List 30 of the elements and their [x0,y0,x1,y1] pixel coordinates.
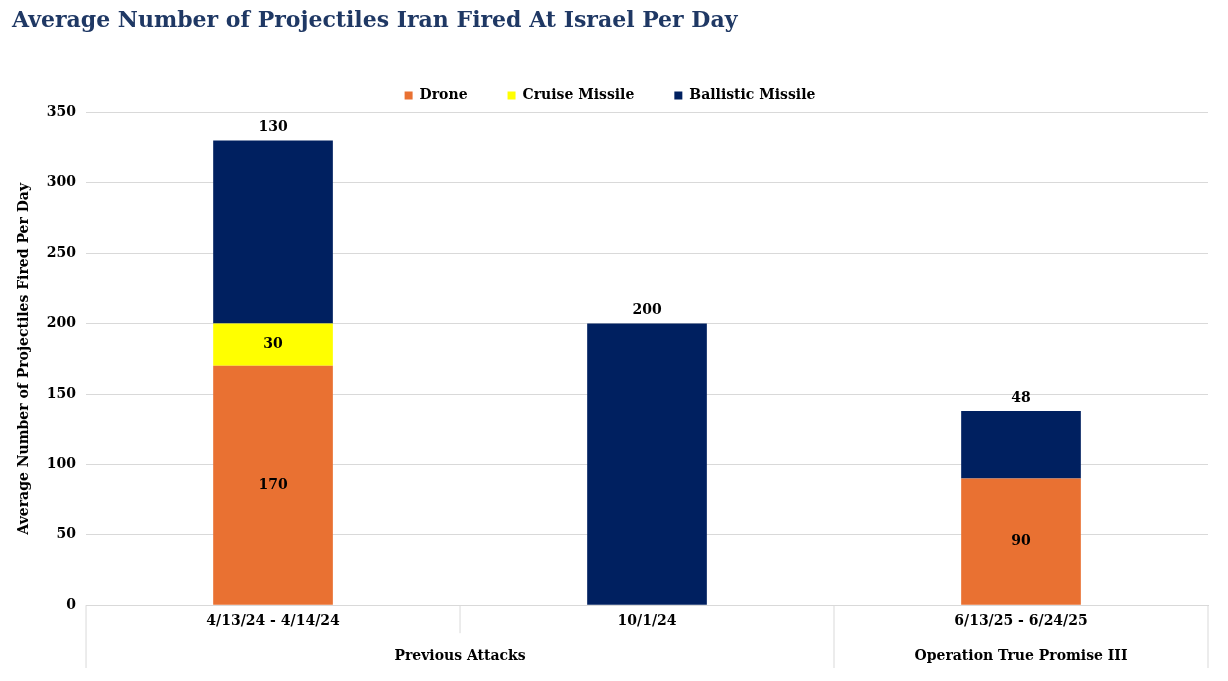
legend-label: Ballistic Missile [689,86,816,103]
y-tick-label: 100 [46,455,77,472]
chart-title: Average Number of Projectiles Iran Fired At Israel Per Day [11,5,739,32]
bar [213,323,333,366]
legend-label: Drone [419,86,468,103]
data-label: 130 [258,118,288,135]
text: Previous Attacks [394,646,526,663]
y-tick-label: 350 [46,103,77,120]
bar [213,140,333,324]
x-tick-label: 10/1/24 [617,612,677,629]
data-label: 200 [632,301,662,318]
data-label: 90 [1011,532,1031,549]
x-tick-label: 6/13/25 - 6/24/25 [954,612,1088,629]
x-tick-label: 4/13/24 - 4/14/24 [206,612,340,629]
bar [587,323,707,605]
legend-label: Cruise Missile [522,86,635,103]
bar [961,410,1081,479]
y-tick-label: 50 [56,525,77,542]
y-tick-label: 150 [46,384,77,401]
data-label: 30 [263,335,284,352]
y-tick-label: 250 [46,243,77,260]
y-tick-label: 200 [46,314,77,331]
data-label: 170 [258,475,288,492]
bar [213,365,333,605]
y-axis-title: Average Number of Projectiles Fired Per Day [15,182,32,536]
bar [961,478,1081,605]
data-label: 48 [1011,388,1031,405]
y-tick-label: 300 [46,173,77,190]
text: Operation True Promise III [914,646,1128,663]
y-tick-label: 0 [66,595,77,612]
